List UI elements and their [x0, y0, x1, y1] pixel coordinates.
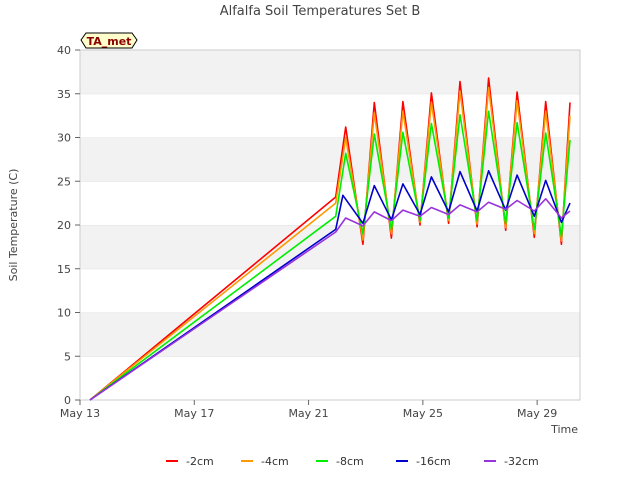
badge-label: TA_met [87, 35, 132, 48]
series-line-32cm [89, 198, 571, 401]
y-axis-label: Soil Temperature (C) [7, 169, 20, 282]
grid-band [80, 50, 580, 94]
grid-band [80, 356, 580, 400]
badge-shape [80, 32, 138, 49]
x-tick-label: May 13 [60, 407, 100, 420]
y-tick-label: 25 [57, 175, 71, 188]
x-axis-label: Time [550, 423, 578, 436]
y-axis: 0 5 10 15 20 25 30 35 40 [57, 44, 80, 407]
y-tick-label: 35 [57, 88, 71, 101]
grid-band [80, 312, 580, 357]
series-line-8cm [89, 110, 571, 401]
legend-label: -8cm [336, 455, 364, 468]
chart-title: Alfalfa Soil Temperatures Set B [220, 4, 421, 19]
ta-met-badge: TA_met [80, 32, 138, 49]
legend: -2cm -4cm -8cm -16cm -32cm [166, 455, 539, 468]
series-line-2cm [89, 77, 571, 401]
y-tick-label: 40 [57, 44, 71, 57]
grid-bands [80, 49, 580, 400]
grid-band [80, 225, 580, 269]
y-tick-label: 0 [64, 394, 71, 407]
y-tick-label: 5 [64, 350, 71, 363]
grid-band [80, 93, 580, 138]
x-tick-label: May 21 [288, 407, 328, 420]
series-line-16cm [89, 170, 571, 401]
x-tick-label: May 25 [403, 407, 443, 420]
x-axis: May 13 May 17 May 21 May 25 May 29 [60, 400, 557, 420]
grid-band [80, 268, 580, 313]
y-tick-label: 15 [57, 263, 71, 276]
x-tick-label: May 17 [174, 407, 214, 420]
series-line-4cm [89, 86, 571, 401]
legend-label: -32cm [504, 455, 539, 468]
series-lines [89, 77, 571, 401]
legend-label: -2cm [186, 455, 214, 468]
grid-band [80, 137, 580, 182]
y-tick-label: 20 [57, 219, 71, 232]
legend-label: -4cm [261, 455, 289, 468]
y-tick-label: 30 [57, 132, 71, 145]
y-tick-label: 10 [57, 307, 71, 320]
x-tick-label: May 29 [517, 407, 557, 420]
legend-label: -16cm [416, 455, 451, 468]
